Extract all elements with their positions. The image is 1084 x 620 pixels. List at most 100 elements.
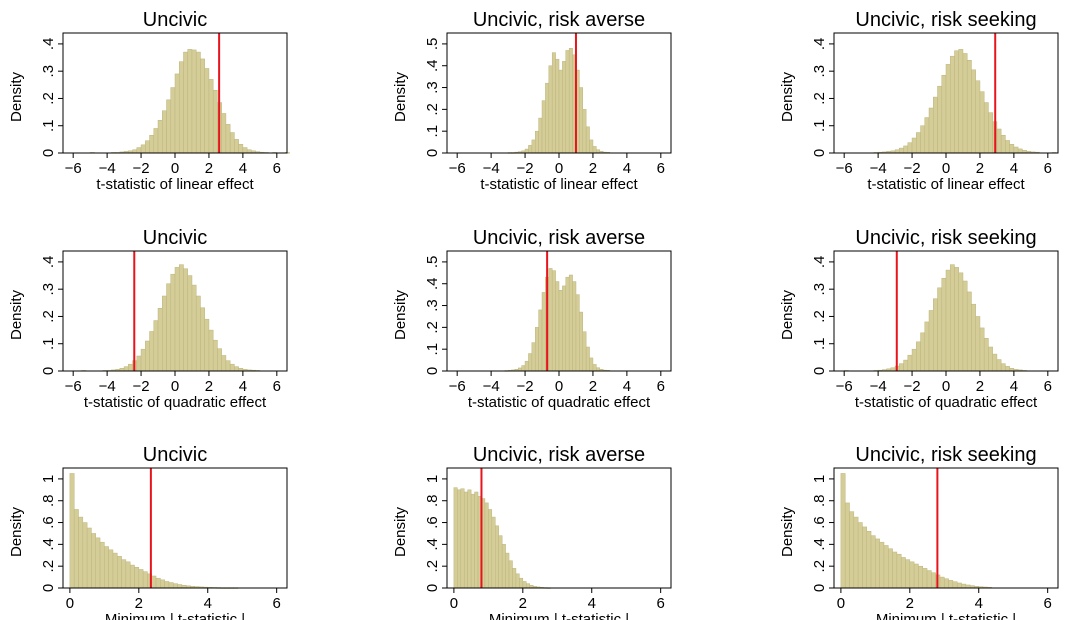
histogram-bar xyxy=(460,488,465,589)
histogram-bar xyxy=(1013,146,1019,154)
histogram-bar xyxy=(177,584,183,589)
histogram-bar xyxy=(939,576,945,589)
x-axis-title: t-statistic of linear effect xyxy=(867,176,1025,193)
histogram-bar xyxy=(149,135,155,154)
histogram-bar xyxy=(551,270,556,372)
histogram-bar xyxy=(949,55,955,154)
histogram-bars xyxy=(89,49,290,154)
x-tick-label: −2 xyxy=(133,378,150,395)
y-tick-label: .5 xyxy=(424,38,441,51)
histogram-bar xyxy=(170,273,176,372)
histogram-bar xyxy=(174,267,180,372)
histogram-bar xyxy=(531,342,536,372)
histogram-bar xyxy=(234,366,239,372)
histogram-bar xyxy=(888,548,893,589)
x-axis-title: t-statistic of linear effect xyxy=(480,176,638,193)
histogram-bar xyxy=(242,147,248,154)
histogram-bar xyxy=(853,516,859,589)
x-tick-label: −4 xyxy=(870,378,887,395)
histogram-bar xyxy=(505,552,510,589)
x-tick-label: 2 xyxy=(205,160,213,177)
histogram-bar xyxy=(541,100,546,154)
y-tick-label: .1 xyxy=(40,337,57,350)
histogram-bar xyxy=(585,126,590,154)
y-tick-label: 0 xyxy=(424,367,441,375)
x-tick-label: 6 xyxy=(657,378,665,395)
histogram-bar xyxy=(545,82,550,154)
y-tick-label: .4 xyxy=(811,256,828,269)
histogram-bar xyxy=(958,272,964,372)
histogram-bar xyxy=(208,329,214,372)
x-tick-label: 4 xyxy=(204,595,212,612)
histogram-bar xyxy=(183,51,188,154)
x-tick-label: 4 xyxy=(975,595,983,612)
histogram-panel-2: Uncivic, risk averse −6 −4 −2 0 2 4 6 t-statisti… xyxy=(392,9,672,193)
histogram-bar xyxy=(883,545,889,589)
histogram-bar xyxy=(922,568,928,589)
histogram-bar xyxy=(453,487,458,589)
histogram-bar xyxy=(931,572,936,589)
histogram-bars xyxy=(507,48,611,154)
x-tick-label: 0 xyxy=(837,595,845,612)
histogram-bar xyxy=(933,298,938,372)
histogram-bar xyxy=(975,316,981,372)
histogram-bar xyxy=(582,331,587,372)
x-tick-label: −6 xyxy=(449,160,466,177)
histogram-bar xyxy=(238,144,244,154)
histogram-bar xyxy=(996,359,1002,372)
histogram-bar xyxy=(558,290,563,372)
histogram-bar xyxy=(512,568,517,589)
histogram-bar xyxy=(928,310,934,372)
histogram-bar xyxy=(979,327,985,372)
histogram-bar xyxy=(988,112,993,154)
y-tick-label: .6 xyxy=(40,516,57,529)
histogram-bars xyxy=(873,49,1057,154)
histogram-bar xyxy=(870,535,876,589)
x-tick-label: 4 xyxy=(239,378,247,395)
histogram-bar xyxy=(229,363,235,372)
x-tick-label: 6 xyxy=(1043,595,1051,612)
histogram-bar xyxy=(221,113,227,154)
histogram-bars xyxy=(504,268,611,372)
histogram-bar xyxy=(191,284,197,372)
histogram-bar xyxy=(508,560,513,589)
histogram-bar xyxy=(572,281,577,372)
y-tick-label: .2 xyxy=(40,310,57,323)
histogram-bar xyxy=(136,147,142,154)
histogram-bar xyxy=(971,303,976,372)
histogram-bar xyxy=(95,537,101,589)
histogram-bar xyxy=(208,79,214,154)
histogram-bar xyxy=(592,146,597,154)
x-tick-label: 2 xyxy=(589,160,597,177)
x-tick-label: −4 xyxy=(483,378,500,395)
histogram-bar xyxy=(582,109,587,154)
histogram-bar xyxy=(1009,144,1015,154)
histogram-bar xyxy=(498,535,503,589)
histogram-bar xyxy=(928,107,934,154)
y-axis-title: Density xyxy=(8,71,25,122)
histogram-bar xyxy=(187,49,193,154)
histogram-bar xyxy=(524,360,529,372)
histogram-bar xyxy=(956,582,962,589)
y-tick-label: 0 xyxy=(811,584,828,592)
histogram-panel-1: Uncivic −6 −4 −2 0 2 4 6 t-statistic of linear e… xyxy=(8,9,290,193)
histogram-bar xyxy=(1005,140,1010,154)
histogram-bar xyxy=(519,577,524,589)
x-tick-label: 0 xyxy=(450,595,458,612)
histogram-bar xyxy=(983,338,989,372)
histogram-bar xyxy=(945,269,951,372)
plot-frame xyxy=(62,467,288,589)
y-tick-label: .2 xyxy=(811,310,828,323)
x-tick-label: −2 xyxy=(904,378,921,395)
histogram-bar xyxy=(195,51,201,154)
x-tick-label: 6 xyxy=(657,160,665,177)
y-tick-label: 0 xyxy=(40,584,57,592)
histogram-bar xyxy=(200,58,205,154)
histogram-bar xyxy=(162,295,167,372)
histogram-panel-3: Uncivic, risk seeking −6 −4 −2 0 2 4 6 t-statist… xyxy=(779,9,1059,193)
histogram-bar xyxy=(121,559,127,589)
histogram-bar xyxy=(229,132,235,154)
y-tick-label: 0 xyxy=(811,149,828,157)
histogram-bar xyxy=(896,553,902,589)
histogram-bar xyxy=(962,280,968,372)
